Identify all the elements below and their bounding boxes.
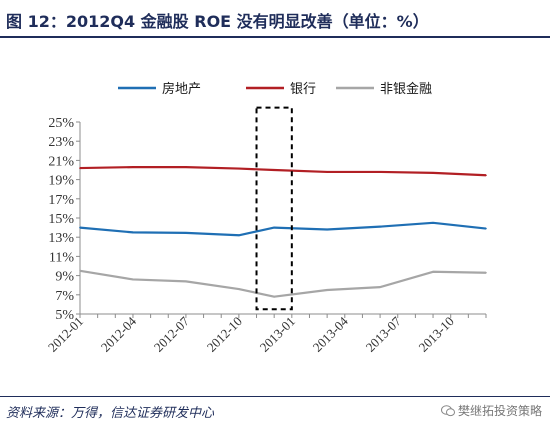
- legend-label: 非银金融: [380, 81, 432, 97]
- data-point: [238, 234, 240, 237]
- data-point: [485, 227, 487, 230]
- y-tick-label: 15%: [48, 212, 74, 227]
- y-tick-label: 17%: [48, 193, 74, 208]
- highlight-box: [255, 106, 293, 311]
- data-point: [238, 167, 240, 170]
- x-tick-label: 2012-07: [151, 313, 193, 355]
- data-point: [379, 286, 381, 288]
- data-point: [326, 228, 328, 231]
- y-tick-label: 7%: [55, 289, 74, 304]
- y-tick-label: 23%: [48, 135, 74, 150]
- x-tick-label: 2013-07: [363, 313, 405, 355]
- data-point: [79, 167, 81, 169]
- data-point: [185, 280, 187, 283]
- data-point: [485, 174, 487, 177]
- x-tick-label: 2013-01: [257, 314, 298, 355]
- figure-title: 图 12：2012Q4 金融股 ROE 没有明显改善（单位：%）: [6, 12, 429, 31]
- data-point: [326, 171, 328, 173]
- x-tick-label: 2013-04: [310, 313, 352, 355]
- y-tick-label: 25%: [48, 116, 74, 131]
- legend-label: 房地产: [162, 81, 201, 97]
- watermark-text: 樊继拓投资策略: [457, 404, 542, 418]
- data-point: [132, 278, 134, 281]
- data-point: [432, 222, 434, 224]
- x-tick-label: 2012-10: [204, 314, 245, 355]
- data-point: [273, 295, 275, 298]
- y-tick-label: 5%: [55, 308, 74, 323]
- y-tick-label: 11%: [49, 250, 74, 265]
- data-point: [379, 225, 381, 228]
- y-tick-label: 13%: [48, 231, 74, 246]
- source-note: 资料来源：万得，信达证券研发中心: [6, 406, 215, 421]
- series-line-房地产: [79, 221, 487, 237]
- data-point: [432, 270, 434, 273]
- data-point: [273, 226, 275, 229]
- data-point: [326, 289, 328, 291]
- series-line-非银金融: [79, 269, 487, 298]
- data-point: [432, 172, 434, 174]
- data-point: [132, 231, 134, 234]
- data-point: [185, 166, 187, 168]
- title-divider: [0, 36, 550, 38]
- footer-divider: [0, 396, 550, 397]
- data-point: [273, 169, 275, 171]
- y-tick-label: 19%: [48, 174, 74, 189]
- data-point: [485, 271, 487, 274]
- x-tick-label: 2012-04: [98, 313, 140, 355]
- x-tick-label: 2013-10: [416, 314, 457, 355]
- legend-label: 银行: [290, 82, 316, 97]
- data-point: [79, 226, 81, 229]
- series-line-银行: [79, 166, 487, 177]
- data-point: [238, 288, 240, 290]
- data-point: [379, 171, 381, 173]
- watermark: 樊继拓投资策略: [440, 402, 542, 419]
- wechat-icon: [440, 405, 455, 417]
- figure-title-bar: 图 12：2012Q4 金融股 ROE 没有明显改善（单位：%）: [0, 0, 550, 38]
- data-point: [132, 166, 134, 168]
- y-tick-label: 9%: [55, 270, 74, 285]
- line-chart: 房地产 银行 非银金融 5% 7% 9% 11% 13% 15% 17% 19% 21% 23% 25% 2…: [45, 81, 487, 355]
- data-point: [185, 232, 187, 234]
- y-tick-label: 21%: [48, 154, 74, 169]
- data-point: [79, 270, 81, 272]
